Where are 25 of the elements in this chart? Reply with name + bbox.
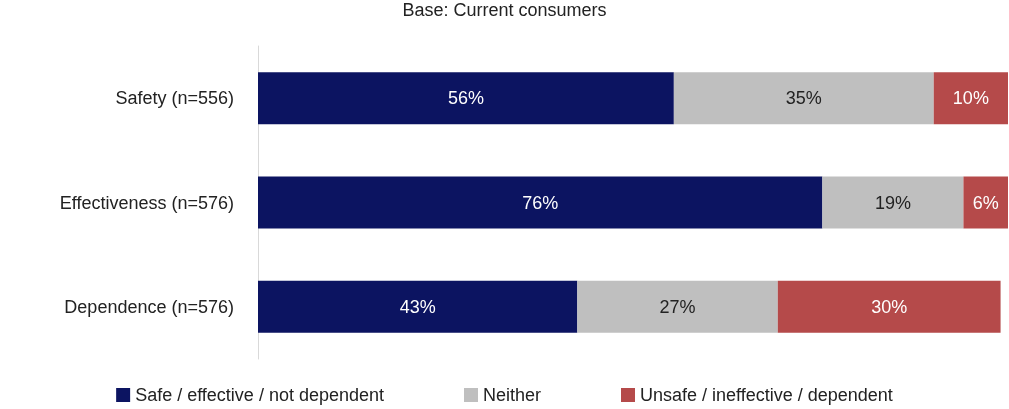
bar (258, 176, 823, 229)
bar (577, 280, 778, 333)
legend-label: Unsafe / ineffective / dependent (640, 385, 893, 405)
y-tick-label: Safety (n=556) (115, 88, 234, 109)
data-label: 27% (659, 296, 696, 317)
bar (673, 72, 934, 125)
data-label: 30% (871, 296, 908, 317)
legend-label: Safe / effective / not dependent (135, 385, 384, 405)
bar (777, 280, 1001, 333)
bar (963, 176, 1008, 229)
data-label: 6% (972, 192, 999, 213)
bar (258, 72, 674, 125)
bar (258, 280, 578, 333)
data-label: 19% (874, 192, 911, 213)
data-label: 35% (785, 88, 822, 109)
data-label: 76% (522, 192, 559, 213)
legend-label: Neither (482, 385, 542, 405)
y-tick-label: Effectiveness (n=576) (59, 192, 234, 213)
y-tick-label: Dependence (n=576) (64, 296, 234, 317)
data-label: 10% (952, 88, 989, 109)
data-label: 43% (399, 296, 436, 317)
chart-subtitle: Base: Current consumers (402, 0, 607, 20)
bar (933, 72, 1008, 125)
data-label: 56% (447, 88, 484, 109)
bar (822, 176, 964, 229)
